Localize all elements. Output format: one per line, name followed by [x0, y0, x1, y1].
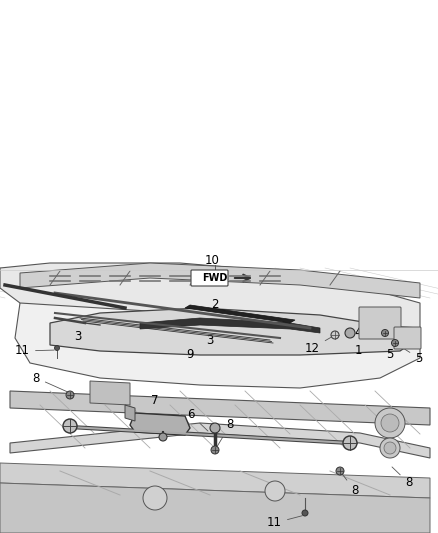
Circle shape: [380, 438, 400, 458]
Circle shape: [211, 446, 219, 454]
Text: 8: 8: [342, 473, 359, 497]
Text: 4: 4: [354, 327, 362, 340]
Polygon shape: [20, 263, 420, 298]
Circle shape: [54, 345, 60, 351]
Circle shape: [159, 433, 167, 441]
Circle shape: [336, 467, 344, 475]
Polygon shape: [10, 423, 430, 458]
Text: 9: 9: [186, 349, 194, 361]
Circle shape: [381, 329, 389, 336]
Text: 10: 10: [205, 254, 219, 268]
Polygon shape: [125, 405, 135, 421]
Circle shape: [384, 442, 396, 454]
Circle shape: [345, 328, 355, 338]
Polygon shape: [130, 413, 190, 435]
Circle shape: [392, 340, 399, 346]
FancyBboxPatch shape: [191, 270, 228, 286]
Circle shape: [210, 423, 220, 433]
Text: 3: 3: [74, 330, 82, 343]
Circle shape: [143, 486, 167, 510]
Text: 8: 8: [216, 418, 234, 448]
Circle shape: [66, 391, 74, 399]
FancyBboxPatch shape: [394, 327, 421, 349]
Text: FWD: FWD: [202, 273, 228, 283]
Polygon shape: [0, 263, 420, 328]
Polygon shape: [15, 268, 420, 388]
Polygon shape: [185, 305, 295, 323]
Text: 7: 7: [151, 394, 159, 408]
Text: 1: 1: [354, 343, 362, 357]
FancyBboxPatch shape: [359, 307, 401, 339]
Polygon shape: [50, 308, 415, 355]
Text: 5: 5: [397, 344, 422, 365]
Circle shape: [381, 414, 399, 432]
Polygon shape: [0, 463, 430, 498]
Text: 4: 4: [393, 338, 413, 351]
Text: 2: 2: [211, 298, 219, 311]
Text: 12: 12: [305, 336, 332, 354]
Circle shape: [63, 419, 77, 433]
Polygon shape: [0, 483, 430, 533]
Text: 3: 3: [206, 335, 214, 348]
Text: 5: 5: [386, 349, 394, 361]
Polygon shape: [90, 381, 130, 405]
Text: 8: 8: [392, 467, 412, 489]
Text: 11: 11: [15, 344, 54, 358]
Circle shape: [331, 331, 339, 339]
Polygon shape: [140, 318, 320, 333]
Circle shape: [265, 481, 285, 501]
Polygon shape: [10, 391, 430, 425]
Circle shape: [343, 436, 357, 450]
Circle shape: [375, 408, 405, 438]
Text: 8: 8: [32, 372, 67, 392]
Text: 6: 6: [187, 408, 208, 431]
Text: 11: 11: [267, 516, 302, 529]
Circle shape: [302, 510, 308, 516]
